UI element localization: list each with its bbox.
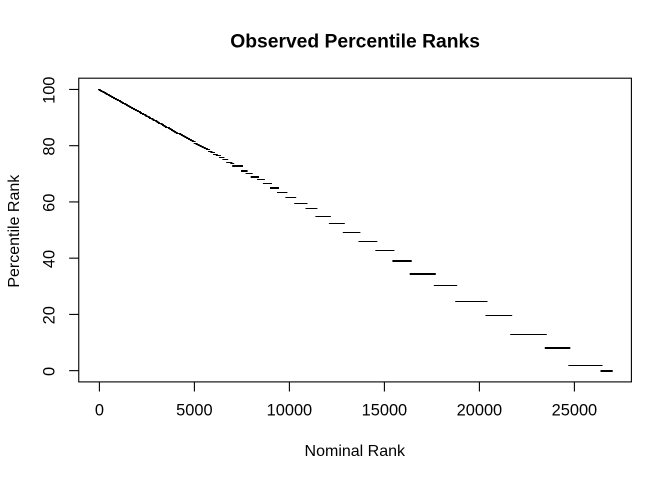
svg-text:Percentile Rank: Percentile Rank	[6, 174, 23, 288]
svg-text:100: 100	[41, 77, 59, 104]
svg-text:15000: 15000	[362, 402, 408, 420]
svg-text:10000: 10000	[267, 402, 313, 420]
svg-text:40: 40	[41, 250, 59, 268]
svg-text:25000: 25000	[552, 402, 598, 420]
svg-text:80: 80	[41, 137, 59, 155]
svg-text:20000: 20000	[457, 402, 503, 420]
svg-text:Observed Percentile Ranks: Observed Percentile Ranks	[230, 31, 480, 52]
svg-text:20: 20	[41, 306, 59, 324]
svg-text:Nominal Rank: Nominal Rank	[305, 443, 406, 460]
svg-text:5000: 5000	[176, 402, 212, 420]
svg-text:0: 0	[41, 367, 59, 376]
svg-text:0: 0	[95, 402, 104, 420]
svg-text:60: 60	[41, 194, 59, 212]
